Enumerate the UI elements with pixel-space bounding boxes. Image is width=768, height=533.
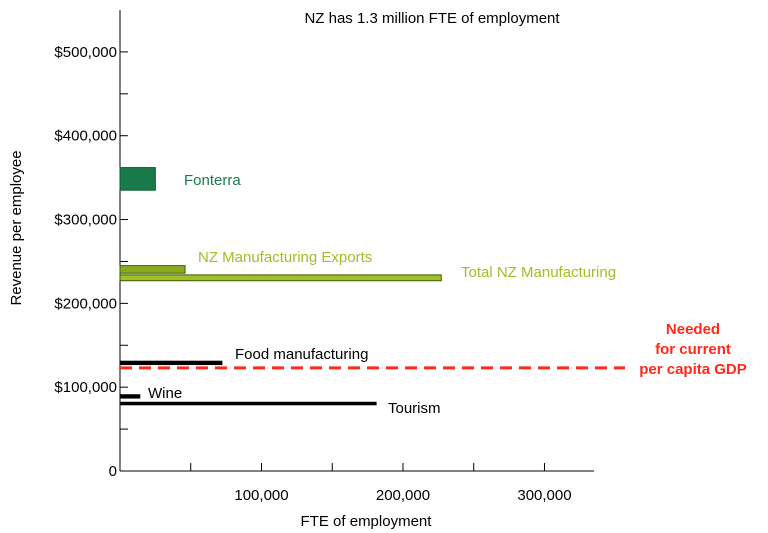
y-tick-label: $400,000 (54, 128, 117, 145)
bar-label-fonterra: Fonterra (184, 172, 241, 189)
bar-fonterra (119, 167, 156, 191)
x-tick-label: 300,000 (517, 487, 571, 504)
bar-total-nz-manufacturing (119, 274, 442, 282)
y-tick-label: 0 (109, 463, 117, 480)
y-tick-label: $300,000 (54, 212, 117, 229)
bar-nz-manufacturing-exports (119, 265, 186, 274)
y-axis-label: Revenue per employee (8, 150, 25, 305)
bar-label-food-manufacturing: Food manufacturing (235, 346, 368, 363)
bar-wine (119, 394, 141, 399)
ref-label-line-2: for current (655, 341, 731, 358)
x-axis-label: FTE of employment (301, 513, 433, 530)
y-tick-label: $200,000 (54, 295, 117, 312)
bar-label-wine: Wine (148, 385, 182, 402)
y-axis-ticks: 0 $100,000 $200,000 $300,000 $400,000 $500,00… (54, 44, 128, 480)
plot-area: 0 $100,000 $200,000 $300,000 $400,000 $500,00… (54, 10, 625, 504)
y-tick-label: $500,000 (54, 44, 117, 61)
x-tick-label: 100,000 (234, 487, 288, 504)
ref-label-line-3: per capita GDP (639, 361, 747, 378)
bar-tourism (119, 401, 377, 406)
bar-series: Fonterra NZ Manufacturing Exports Total NZ… (119, 167, 616, 417)
x-tick-label: 200,000 (376, 487, 430, 504)
ref-label-line-1: Needed (666, 321, 720, 338)
x-axis-ticks: 100,000 200,000 300,000 (190, 463, 572, 504)
bar-food-manufacturing (119, 360, 223, 366)
bar-label-nz-manufacturing-exports: NZ Manufacturing Exports (198, 249, 372, 266)
chart-title: NZ has 1.3 million FTE of employment (304, 10, 560, 27)
y-tick-label: $100,000 (54, 379, 117, 396)
bar-label-tourism: Tourism (388, 400, 441, 417)
bar-label-total-nz-manufacturing: Total NZ Manufacturing (461, 264, 616, 281)
